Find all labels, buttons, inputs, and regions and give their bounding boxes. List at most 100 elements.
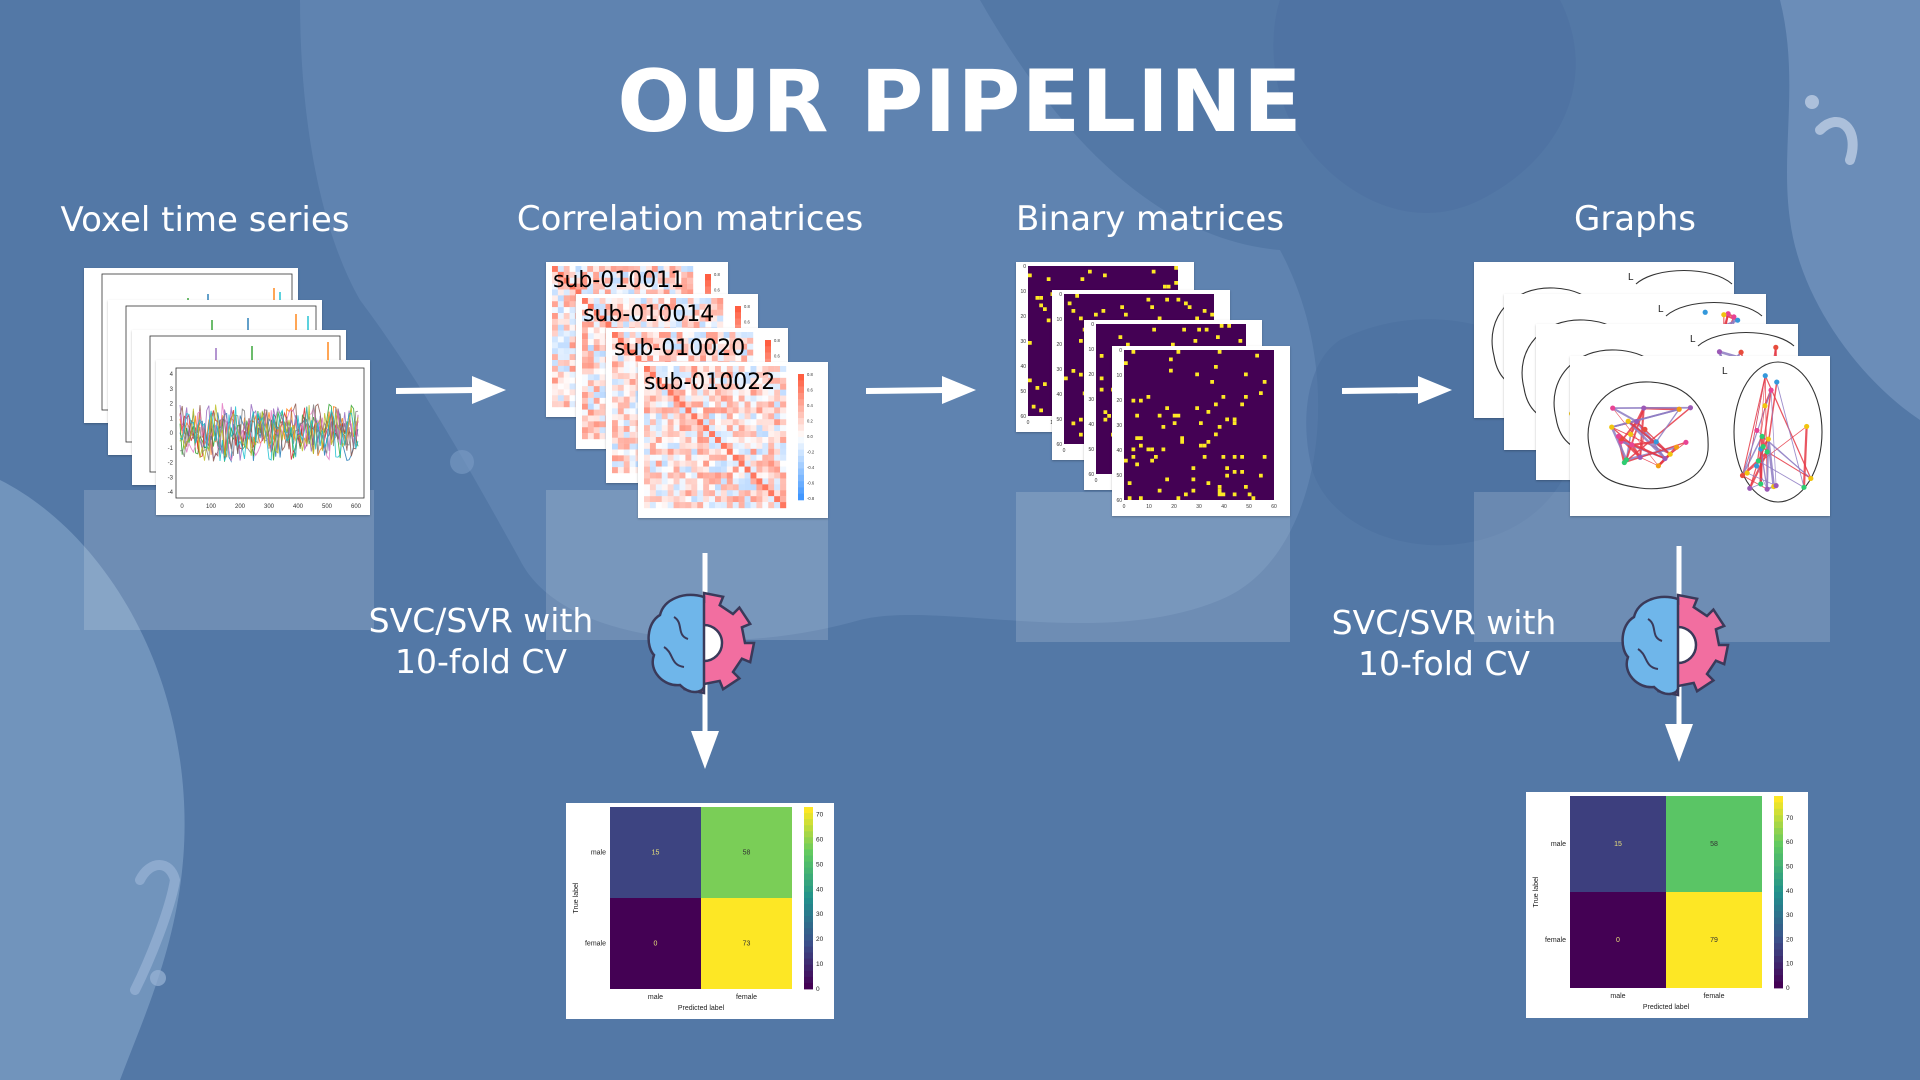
corr-cell [593, 327, 600, 334]
corr-cell [679, 371, 686, 379]
corr-cell [658, 315, 665, 322]
corr-cell [673, 496, 680, 503]
corr-cell [661, 437, 668, 444]
corr-cell [649, 401, 657, 408]
corr-cell [623, 321, 630, 328]
corr-cell [720, 413, 728, 420]
corr-cell [552, 395, 559, 402]
binary-cell [1191, 466, 1196, 470]
binary-cell [1099, 376, 1104, 381]
corr-cell [649, 407, 657, 414]
corr-cell [569, 283, 576, 290]
y-tick-label: 0 [170, 431, 174, 437]
corr-cell [655, 437, 662, 444]
corr-cell [738, 389, 745, 396]
corr-cell [651, 271, 658, 278]
corr-cell [703, 425, 710, 432]
corr-cell [729, 355, 736, 362]
cm-colorbar-tick: 30 [816, 911, 824, 918]
corr-cell [664, 309, 671, 316]
graph-edge [1758, 375, 1766, 461]
corr-cell [715, 472, 722, 479]
corr-cell [756, 413, 763, 420]
corr-cell [605, 321, 612, 328]
binary-cell [1210, 380, 1214, 384]
binary-cell [1152, 327, 1156, 332]
cm-colorbar-segment [1774, 975, 1783, 982]
x-tick-label: 300 [264, 504, 275, 510]
binary-cell [1176, 350, 1181, 354]
corr-cell [738, 377, 745, 384]
corr-cell [688, 337, 695, 344]
corr-cell [738, 401, 745, 408]
corr-cell [717, 343, 724, 350]
corr-cell [629, 414, 636, 421]
corr-cell [582, 433, 589, 440]
corr-cell [623, 396, 630, 403]
corr-cell [732, 442, 739, 450]
corr-cell [581, 283, 588, 290]
colorbar-segment [705, 274, 711, 281]
corr-cell [715, 407, 722, 414]
y-tick-label: 30 [1088, 397, 1094, 403]
corr-cell [569, 354, 576, 361]
colorbar-segment [798, 455, 804, 463]
corr-cell [557, 336, 564, 343]
binary-cell [1135, 462, 1139, 467]
corr-cell [670, 332, 677, 339]
graph-edge [1610, 426, 1628, 461]
binary-cell [1118, 335, 1123, 339]
graph-node [1687, 405, 1694, 411]
corr-cell [667, 454, 674, 461]
corr-cell [670, 355, 677, 362]
corr-cell [634, 271, 641, 278]
corr-cell [652, 303, 659, 310]
corr-cell [664, 355, 671, 362]
corr-cell [569, 301, 576, 308]
corr-cell [768, 454, 775, 461]
corr-cell [685, 502, 692, 509]
corr-cell [700, 355, 707, 362]
corr-cell [685, 437, 692, 444]
graph-edge [1749, 465, 1758, 489]
corr-cell [774, 502, 781, 509]
corr-cell [641, 332, 648, 339]
corr-cell [622, 266, 629, 273]
corr-cell [774, 472, 781, 479]
corr-cell [715, 371, 722, 379]
corr-cell [644, 407, 651, 414]
corr-cell [762, 496, 769, 503]
colorbar-segment [798, 411, 804, 419]
brain-half [1621, 595, 1680, 696]
corr-cell [720, 437, 728, 444]
binary-cell [1176, 413, 1181, 418]
corr-cell [738, 395, 745, 402]
cm-colorbar-segment [804, 922, 813, 929]
corr-cell [552, 318, 559, 325]
corr-cell [653, 337, 660, 344]
corr-cell [649, 454, 657, 461]
colorbar-tick-label: 0.8 [807, 372, 813, 377]
cm-colorbar-segment [1774, 904, 1783, 912]
corr-cell [774, 496, 781, 503]
colorbar-tick-label: 0.6 [744, 319, 750, 324]
colorbar-segment [798, 418, 804, 425]
corr-cell [552, 330, 559, 337]
corr-cell [732, 383, 739, 390]
corr-cell [709, 419, 716, 426]
corr-cell [703, 466, 710, 473]
graph-node [1768, 387, 1774, 393]
corr-cell [557, 318, 564, 325]
corr-cell [649, 395, 657, 402]
corr-cell [649, 460, 657, 467]
cm-colorbar-segment [804, 940, 813, 947]
corr-cell [715, 496, 722, 503]
cm-cell [701, 898, 792, 989]
corr-cell [617, 355, 624, 362]
binary-cell [1206, 481, 1211, 485]
corr-cell [750, 395, 757, 402]
y-tick-label: 10 [1056, 317, 1062, 323]
corr-cell [703, 413, 710, 420]
binary-cell [1079, 339, 1083, 343]
corr-cell [557, 266, 564, 273]
